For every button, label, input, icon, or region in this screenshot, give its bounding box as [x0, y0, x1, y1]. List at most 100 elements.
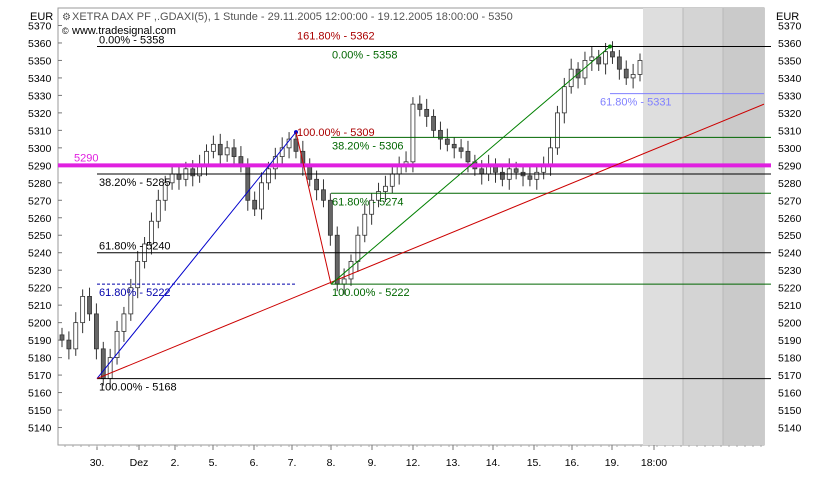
- watermark: www.tradesignal.com: [71, 25, 176, 37]
- candle-body: [135, 261, 141, 289]
- y-tick-right: 5300: [778, 143, 802, 155]
- candle-body: [362, 213, 368, 236]
- candle-body: [266, 168, 271, 184]
- y-tick-right: 5180: [778, 353, 802, 365]
- candle-body: [369, 199, 375, 215]
- x-tick-label: 5.: [209, 457, 218, 469]
- candle-body: [561, 86, 567, 114]
- y-tick-right: 5330: [778, 90, 802, 102]
- x-tick-label: 16.: [565, 457, 580, 469]
- candle-body: [327, 199, 333, 236]
- candle-body: [383, 185, 388, 192]
- candle-body: [155, 199, 161, 222]
- fib-label: 38.20% - 5285: [99, 177, 171, 189]
- y-tick-left: 5360: [28, 38, 52, 50]
- candle-body: [410, 103, 416, 163]
- fib-label: 100.00% - 5168: [99, 382, 177, 394]
- y-tick-left: 5310: [28, 125, 52, 137]
- y-tick-left: 5230: [28, 265, 52, 277]
- candle-body: [293, 138, 299, 152]
- fib-label: 0.00% - 5358: [99, 34, 164, 46]
- candle-body: [128, 287, 134, 315]
- candle-body: [603, 51, 608, 65]
- fib-label: 38.20% - 5306: [332, 140, 404, 152]
- candle-body: [355, 234, 361, 262]
- candle-body: [479, 168, 485, 175]
- candle-body: [596, 56, 602, 65]
- y-tick-right: 5160: [778, 388, 802, 400]
- candle-body: [438, 129, 443, 140]
- trend-point: [608, 44, 612, 49]
- candle-body: [231, 147, 237, 157]
- y-tick-left: 5170: [28, 370, 52, 382]
- y-tick-left: 5240: [28, 248, 52, 260]
- fib-label: 61.80% - 5222: [99, 287, 171, 299]
- x-tick-label: 2.: [171, 457, 180, 469]
- candle-body: [348, 261, 354, 280]
- candle-body: [259, 182, 264, 210]
- y-tick-right: 5290: [778, 160, 802, 172]
- candle-body: [465, 150, 471, 163]
- candle-body: [80, 296, 86, 324]
- x-tick-label: Dez: [130, 457, 149, 469]
- candle-body: [623, 68, 629, 79]
- candle-body: [637, 60, 643, 75]
- candle-body: [451, 143, 457, 149]
- candle-body: [314, 178, 319, 191]
- x-tick-label: 14.: [486, 457, 501, 469]
- y-tick-left: 5350: [28, 55, 52, 67]
- y-tick-right: 5320: [778, 108, 802, 120]
- fib-label: 100.00% - 5309: [297, 127, 375, 139]
- y-tick-right: 5360: [778, 38, 802, 50]
- candle-body: [589, 56, 595, 61]
- y-tick-right: 5370: [778, 20, 802, 32]
- candle-body: [210, 143, 216, 152]
- y-tick-left: 5250: [28, 230, 52, 242]
- fib-label: 161.80% - 5362: [297, 30, 375, 42]
- y-tick-right: 5340: [778, 73, 802, 85]
- y-tick-right: 5200: [778, 318, 802, 330]
- future-shade-2: [683, 8, 723, 445]
- y-tick-right: 5260: [778, 213, 802, 225]
- candle-body: [307, 164, 313, 180]
- candle-body: [334, 234, 340, 285]
- fib-label: 61.80% - 5331: [600, 97, 672, 109]
- x-tick-label: 9.: [368, 457, 377, 469]
- candle-body: [630, 74, 636, 79]
- y-tick-left: 5180: [28, 353, 52, 365]
- y-tick-left: 5270: [28, 195, 52, 207]
- y-tick-left: 5220: [28, 283, 52, 295]
- x-tick-label: 12.: [406, 457, 421, 469]
- candle-body: [341, 278, 347, 285]
- currency-right: EUR: [776, 11, 799, 23]
- y-tick-right: 5170: [778, 370, 802, 382]
- candle-body: [616, 56, 622, 70]
- candle-body: [555, 112, 560, 149]
- y-tick-right: 5350: [778, 55, 802, 67]
- y-tick-left: 5330: [28, 90, 52, 102]
- copyright-icon: ©: [62, 26, 69, 36]
- y-tick-right: 5280: [778, 178, 802, 190]
- highlight-level-label: 5290: [74, 152, 98, 164]
- candle-body: [162, 182, 168, 201]
- candle-body: [534, 171, 540, 180]
- candle-body: [87, 296, 92, 315]
- candle-body: [444, 138, 450, 145]
- candle-body: [499, 171, 505, 180]
- x-tick-label: 19.: [605, 457, 620, 469]
- y-tick-right: 5220: [778, 283, 802, 295]
- y-tick-right: 5150: [778, 405, 802, 417]
- future-shade-3: [723, 8, 764, 445]
- fib-label: 100.00% - 5222: [332, 287, 410, 299]
- trend-line-red-long: [96, 103, 765, 380]
- y-tick-left: 5290: [28, 160, 52, 172]
- x-tick-label: 7.: [288, 457, 297, 469]
- candle-body: [272, 156, 278, 170]
- y-tick-left: 5370: [28, 20, 52, 32]
- candle-body: [321, 189, 326, 201]
- candle-body: [458, 147, 464, 152]
- y-tick-left: 5260: [28, 213, 52, 225]
- candle-body: [66, 339, 72, 350]
- fib-label: 0.00% - 5358: [332, 49, 397, 61]
